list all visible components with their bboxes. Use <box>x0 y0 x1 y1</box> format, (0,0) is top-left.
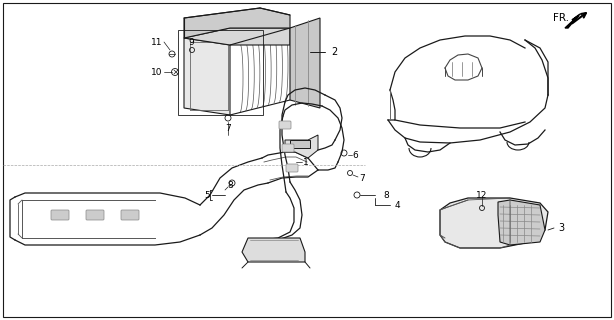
Text: 10: 10 <box>150 68 162 76</box>
Text: 7: 7 <box>225 124 231 132</box>
FancyBboxPatch shape <box>86 210 104 220</box>
Text: 4: 4 <box>395 201 400 210</box>
Text: 8: 8 <box>383 190 389 199</box>
Text: 8: 8 <box>227 180 233 189</box>
Text: 3: 3 <box>558 223 564 233</box>
Text: 7: 7 <box>359 173 365 182</box>
Text: 5: 5 <box>204 190 210 199</box>
Polygon shape <box>290 140 310 148</box>
FancyBboxPatch shape <box>51 210 69 220</box>
Polygon shape <box>565 14 580 28</box>
Polygon shape <box>290 18 320 108</box>
Text: 11: 11 <box>150 37 162 46</box>
FancyBboxPatch shape <box>279 121 291 129</box>
Polygon shape <box>184 28 290 45</box>
Text: 1: 1 <box>303 157 309 166</box>
Text: 12: 12 <box>476 190 488 199</box>
FancyBboxPatch shape <box>286 164 298 172</box>
Bar <box>178 30 263 115</box>
Polygon shape <box>285 135 318 158</box>
Polygon shape <box>184 38 230 115</box>
FancyBboxPatch shape <box>282 144 294 152</box>
FancyBboxPatch shape <box>121 210 139 220</box>
Polygon shape <box>242 238 305 262</box>
Polygon shape <box>498 200 545 245</box>
Polygon shape <box>184 8 290 38</box>
Text: FR.: FR. <box>553 13 569 23</box>
Text: 2: 2 <box>331 47 337 57</box>
Polygon shape <box>440 198 548 248</box>
Text: 9: 9 <box>188 37 194 46</box>
Text: 6: 6 <box>352 150 358 159</box>
